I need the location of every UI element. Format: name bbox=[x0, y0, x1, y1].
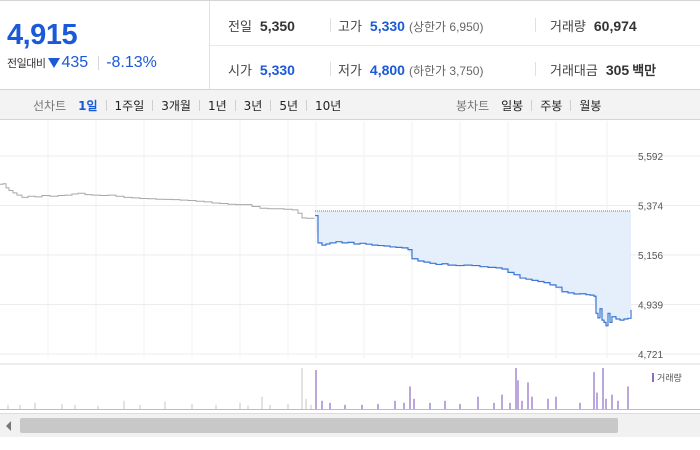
scroll-left-arrow-icon[interactable] bbox=[6, 421, 11, 431]
line-chart-tabs: 선차트 1일 1주일 3개월 1년 3년 5년 10년 bbox=[33, 90, 343, 120]
stat-divider bbox=[330, 62, 331, 76]
stat-low: 저가 4,800 (하한가 3,750) bbox=[338, 60, 483, 79]
tab-divider bbox=[570, 99, 572, 111]
change-label: 전일대비 bbox=[7, 57, 46, 70]
y-tick-label: 4,721 bbox=[638, 350, 663, 361]
tab-divider bbox=[198, 99, 200, 111]
chart-tab-bar: 선차트 1일 1주일 3개월 1년 3년 5년 10년 봉차트 일봉 주봉 월봉 bbox=[0, 90, 700, 120]
amount-label: 거래대금 bbox=[550, 64, 598, 79]
stat-divider bbox=[535, 62, 536, 76]
amount-unit: 백만 bbox=[632, 64, 657, 79]
line-chart-label: 선차트 bbox=[33, 98, 67, 113]
lower-limit: (하한가 3,750) bbox=[408, 64, 484, 78]
line-tab-0[interactable]: 1일 bbox=[78, 98, 98, 113]
y-tick-label: 5,592 bbox=[638, 152, 663, 163]
change-amount: 435 bbox=[61, 54, 89, 71]
prev-close-value: 5,350 bbox=[259, 18, 295, 34]
change-row: 전일대비 435 -8.13% bbox=[7, 54, 157, 72]
today-range-fill bbox=[315, 211, 631, 326]
prev-close-label: 전일 bbox=[228, 20, 252, 35]
stat-amount: 거래대금 305 백만 bbox=[550, 60, 656, 79]
volume-legend-label: 거래량 bbox=[657, 372, 682, 384]
line-tab-1[interactable]: 1주일 bbox=[114, 98, 145, 113]
change-percent: -8.13% bbox=[106, 54, 157, 71]
candle-chart-label: 봉차트 bbox=[456, 98, 490, 113]
candle-tab-0[interactable]: 일봉 bbox=[501, 98, 524, 113]
line-tab-6[interactable]: 10년 bbox=[315, 98, 342, 113]
amount-value: 305 bbox=[605, 62, 630, 78]
down-triangle-icon bbox=[48, 58, 61, 68]
current-price-box: 4,915 전일대비 435 -8.13% bbox=[0, 1, 210, 89]
candle-tab-2[interactable]: 월봉 bbox=[579, 98, 602, 113]
line-tab-5[interactable]: 5년 bbox=[279, 98, 299, 113]
volume-label: 거래량 bbox=[550, 20, 586, 35]
open-label: 시가 bbox=[228, 64, 252, 79]
open-value: 5,330 bbox=[259, 62, 295, 78]
y-tick-label: 5,156 bbox=[638, 251, 663, 262]
stats-row-divider bbox=[210, 45, 700, 46]
line-tab-4[interactable]: 3년 bbox=[243, 98, 263, 113]
stat-volume: 거래량 60,974 bbox=[550, 16, 637, 35]
upper-limit: (상한가 6,950) bbox=[408, 20, 484, 34]
price-chart: 5,592 5,374 5,156 4,939 4,721 거래량 bbox=[0, 121, 700, 410]
y-tick-label: 5,374 bbox=[638, 202, 663, 213]
stat-high: 고가 5,330 (상한가 6,950) bbox=[338, 16, 483, 35]
today-price-line bbox=[315, 214, 632, 327]
low-value: 4,800 bbox=[369, 62, 405, 78]
high-value: 5,330 bbox=[369, 18, 405, 34]
tab-divider bbox=[152, 99, 154, 111]
tab-divider bbox=[306, 99, 308, 111]
prev-day-line bbox=[0, 183, 315, 219]
stat-prev-close: 전일 5,350 bbox=[228, 16, 295, 35]
price-summary: 4,915 전일대비 435 -8.13% 전일 5,350 고가 5,330 … bbox=[0, 0, 700, 90]
stat-divider bbox=[330, 18, 331, 32]
low-label: 저가 bbox=[338, 64, 362, 79]
candle-tab-1[interactable]: 주봉 bbox=[540, 98, 563, 113]
line-tab-2[interactable]: 3개월 bbox=[161, 98, 191, 113]
stat-divider bbox=[535, 18, 536, 32]
high-label: 고가 bbox=[338, 20, 362, 35]
current-price: 4,915 bbox=[7, 19, 78, 51]
volume-value: 60,974 bbox=[593, 18, 637, 34]
candle-chart-tabs: 봉차트 일봉 주봉 월봉 bbox=[456, 90, 603, 120]
tab-divider bbox=[531, 99, 533, 111]
y-tick-label: 4,939 bbox=[638, 301, 663, 312]
tab-divider bbox=[270, 99, 272, 111]
line-tab-3[interactable]: 1년 bbox=[207, 98, 227, 113]
chart-scrollbar[interactable] bbox=[0, 413, 700, 437]
tab-divider bbox=[105, 99, 107, 111]
scroll-thumb[interactable] bbox=[20, 418, 618, 433]
change-divider bbox=[98, 56, 100, 70]
volume-legend-swatch bbox=[652, 373, 654, 382]
tab-divider bbox=[234, 99, 236, 111]
stat-open: 시가 5,330 bbox=[228, 60, 295, 79]
chart-area: 5,592 5,374 5,156 4,939 4,721 거래량 bbox=[0, 121, 700, 411]
